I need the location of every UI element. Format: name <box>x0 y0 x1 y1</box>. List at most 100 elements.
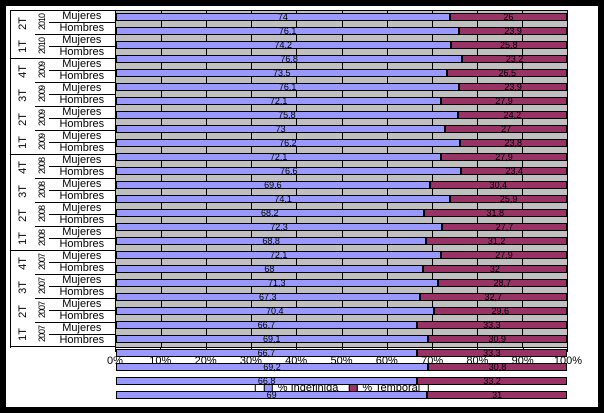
year-label: 2007 <box>34 323 49 347</box>
bar-value-label: 25,9 <box>499 193 518 204</box>
gridline <box>386 11 388 347</box>
bar-segment-indefinida: 68,8 <box>116 236 427 245</box>
bar-segment-indefinida: 69,6 <box>116 180 430 189</box>
sex-label: Mujeres <box>48 11 115 23</box>
bar-row: 71,3 28,7 <box>116 278 567 291</box>
year-label: 2010 <box>34 11 49 35</box>
stacked-bar: 68,2 31,8 <box>116 208 567 217</box>
y-axis-group: 1T 2008 Mujeres Hombres <box>11 227 115 251</box>
quarter-label: 2T <box>16 16 29 30</box>
y-axis-group: 1T 2010 Mujeres Hombres <box>11 35 115 59</box>
bar-row: 73 27 <box>116 123 567 137</box>
bar-segment-temporal: 30,4 <box>429 180 567 189</box>
sex-label: Mujeres <box>48 275 115 287</box>
bar-value-label: 27,9 <box>495 95 513 106</box>
year-label: 2008 <box>34 155 49 179</box>
bar-value-label: 72,3 <box>270 221 288 232</box>
gridlines <box>116 11 567 347</box>
year-label: 2009 <box>34 83 49 107</box>
y-axis-group: 4T 2007 Mujeres Hombres <box>11 251 115 275</box>
y-axis-group: 4T 2008 Mujeres Hombres <box>11 155 115 179</box>
bar-segment-indefinida: 75,8 <box>116 109 458 120</box>
bar-row: 76,1 23,9 <box>116 26 567 39</box>
bar-value-label: 26 <box>503 11 514 22</box>
quarter-label: 2T <box>16 208 29 222</box>
bar-segment-temporal: 26 <box>449 11 567 22</box>
bar-row: 69,2 30,8 <box>116 361 567 375</box>
bar-value-label: 26,5 <box>498 67 516 78</box>
bar-row: 76,1 23,9 <box>116 82 567 95</box>
stacked-bar: 76,2 23,8 <box>116 137 567 148</box>
sex-label: Mujeres <box>48 59 115 71</box>
bar-segment-indefinida: 66,8 <box>116 376 418 385</box>
sex-label: Mujeres <box>48 227 115 239</box>
bar-value-label: 67,3 <box>258 291 277 302</box>
sex-label: Hombres <box>48 167 115 179</box>
bar-segment-temporal: 30,9 <box>427 334 567 343</box>
sex-label-column: Mujeres Hombres <box>48 299 115 323</box>
bar-segment-temporal: 24,2 <box>457 110 567 119</box>
gridline <box>206 11 208 347</box>
stacked-bar: 67,3 32,7 <box>116 291 567 302</box>
bar-value-label: 33,3 <box>483 347 501 358</box>
stacked-bar: 69,2 30,8 <box>116 361 567 372</box>
bar-value-label: 23,8 <box>504 137 523 148</box>
bar-value-label: 23,4 <box>505 165 523 176</box>
quarter-label: 2T <box>16 304 29 318</box>
bar-value-label: 72,1 <box>269 249 288 260</box>
bar-segment-temporal: 33,2 <box>417 375 567 386</box>
y-axis-group: 1T 2007 Mujeres Hombres <box>11 323 115 347</box>
bar-segment-indefinida: 68,2 <box>116 208 424 217</box>
stacked-bar: 76,8 23,2 <box>116 54 567 63</box>
bar-segment-indefinida: 72,1 <box>116 152 442 161</box>
year-label: 2008 <box>34 203 49 227</box>
bar-segment-temporal: 28,7 <box>437 278 567 287</box>
year-label: 2008 <box>34 179 49 203</box>
stacked-bar: 68,8 31,2 <box>116 236 567 245</box>
bar-segment-indefinida: 66,7 <box>116 319 417 330</box>
quarter-label: 3T <box>16 184 29 198</box>
bar-segment-temporal: 23,4 <box>461 165 567 176</box>
bar-row: 68,2 31,8 <box>116 208 567 221</box>
y-axis-group: 3T 2009 Mujeres Hombres <box>11 83 115 107</box>
sex-label: Mujeres <box>48 35 115 47</box>
stacked-bar: 66,7 33,3 <box>116 347 567 358</box>
y-axis-group: 2T 2009 Mujeres Hombres <box>11 107 115 131</box>
y-axis-group: 2T 2010 Mujeres Hombres <box>11 11 115 35</box>
x-tick-mark <box>567 348 569 352</box>
stacked-bar: 76,1 23,9 <box>116 26 567 35</box>
sex-label: Hombres <box>48 263 115 275</box>
stacked-bar: 74 26 <box>116 11 567 22</box>
sex-label: Hombres <box>48 191 115 203</box>
bar-segment-indefinida: 76,1 <box>116 82 460 91</box>
bar-value-label: 27 <box>501 123 512 134</box>
bar-row: 76,6 23,4 <box>116 165 567 179</box>
bar-value-label: 30,8 <box>488 361 507 372</box>
stacked-bar: 72,1 27,9 <box>116 95 567 106</box>
bar-segment-indefinida: 69,1 <box>116 333 428 344</box>
stacked-bar: 75,8 24,2 <box>116 109 567 120</box>
sex-label-column: Mujeres Hombres <box>48 275 115 299</box>
bar-segment-indefinida: 74,1 <box>116 193 451 204</box>
quarter-label: 1T <box>11 35 35 59</box>
sex-label: Hombres <box>48 311 115 323</box>
bar-segment-temporal: 33,3 <box>416 320 567 329</box>
bar-value-label: 74,1 <box>274 193 292 204</box>
bar-value-label: 66,7 <box>257 319 276 330</box>
x-tick-mark <box>115 348 116 352</box>
bar-value-label: 73,5 <box>272 67 291 78</box>
bar-segment-temporal: 27,9 <box>441 152 567 161</box>
y-axis-group: 1T 2009 Mujeres Hombres <box>11 131 115 155</box>
bar-row: 72,1 27,9 <box>116 95 567 109</box>
bar-segment-indefinida: 76,1 <box>116 26 460 35</box>
bar-segment-indefinida: 68 <box>116 264 423 273</box>
quarter-label: 4T <box>16 64 29 78</box>
stacked-bar: 74,1 25,9 <box>116 193 567 204</box>
bar-segment-indefinida: 76,2 <box>116 138 460 147</box>
bar-value-label: 75,8 <box>278 109 296 120</box>
bar-segment-indefinida: 74 <box>116 12 450 21</box>
bar-value-label: 69,1 <box>263 333 281 344</box>
chart-canvas: 2T 2010 Mujeres Hombres 1T 2010 Mujeres Hombres… <box>6 6 598 407</box>
bar-value-label: 33,2 <box>483 375 501 386</box>
